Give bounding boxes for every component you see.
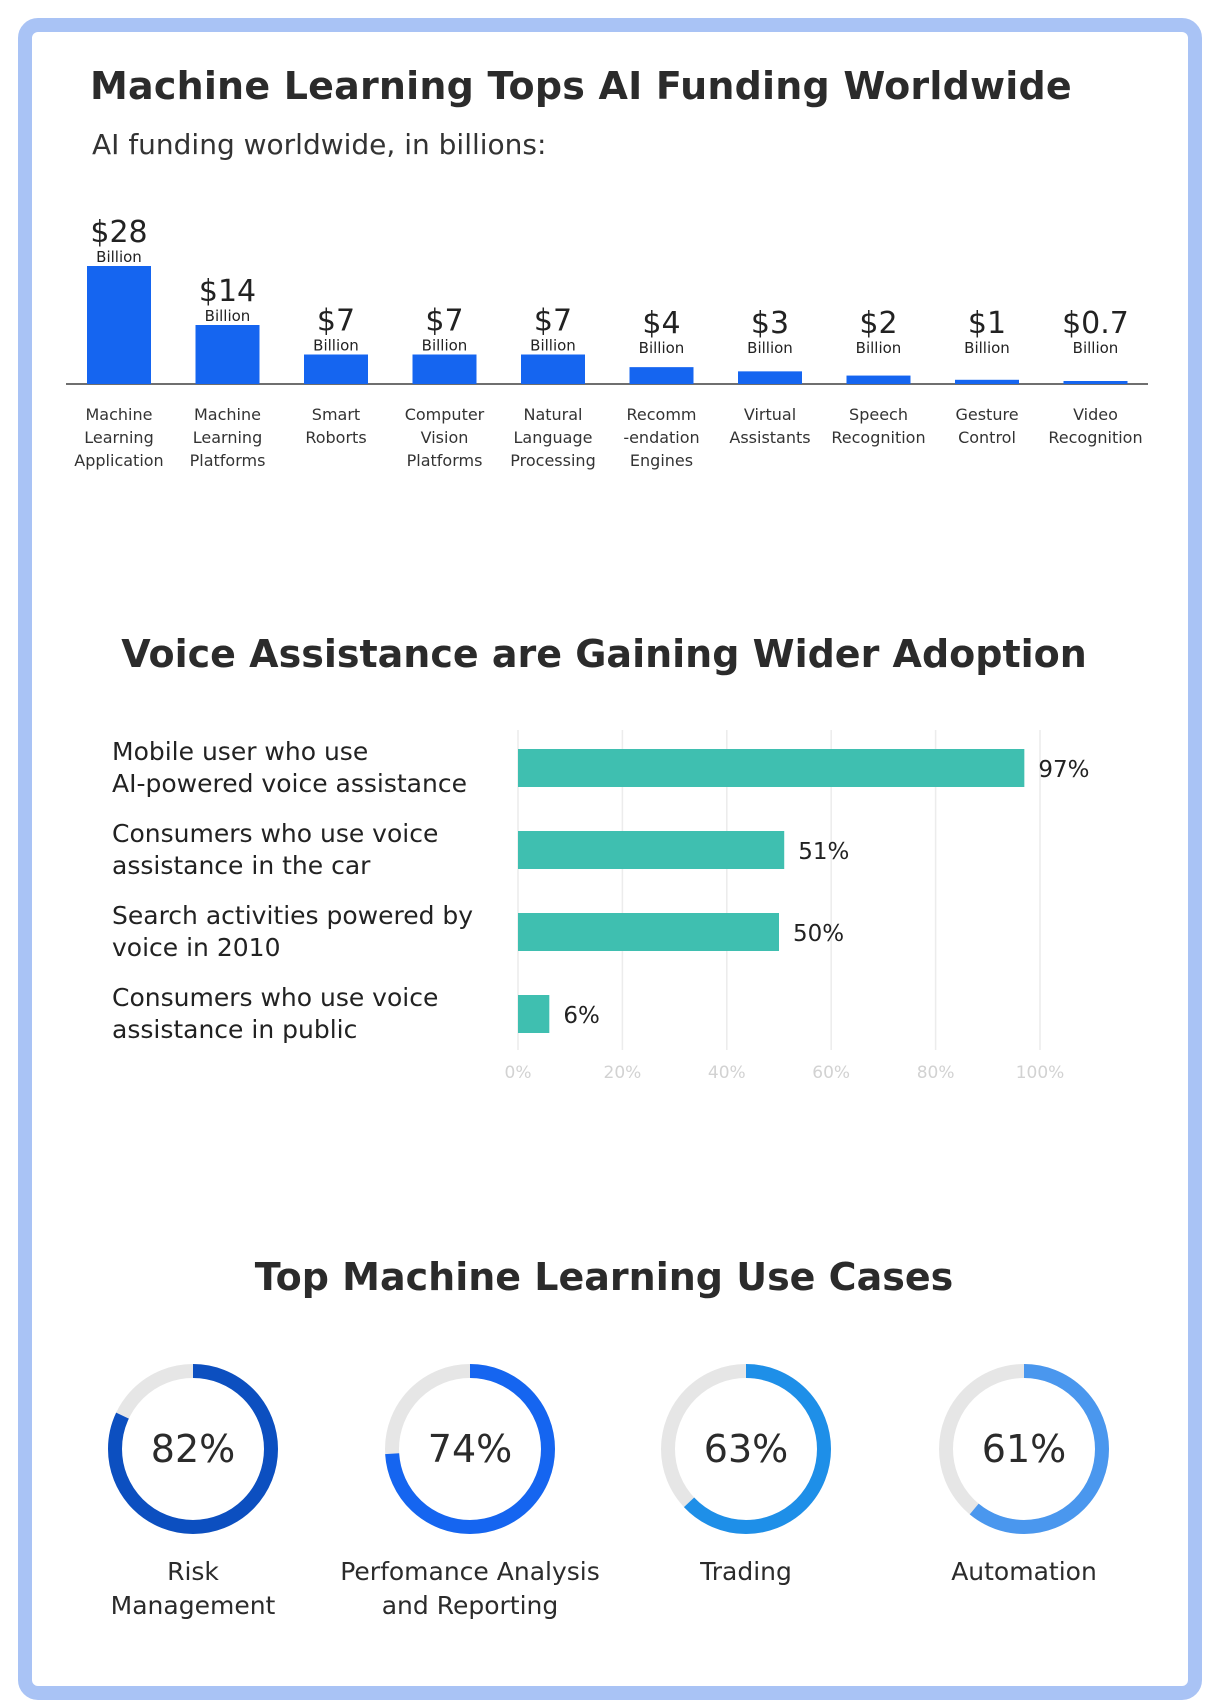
voice-value-label: 51%	[798, 839, 849, 865]
funding-bar	[846, 375, 911, 384]
funding-category-label: Assistants	[729, 428, 810, 447]
voice-category-label: assistance in public	[112, 1015, 357, 1044]
voice-bar	[518, 749, 1025, 787]
funding-value-label: $3	[751, 306, 789, 341]
funding-category-label: Machine	[194, 405, 261, 424]
use-case-donut: 63%	[661, 1364, 831, 1534]
funding-category-label: Platforms	[190, 451, 266, 470]
funding-category-label: Recognition	[1048, 428, 1142, 447]
funding-category-label: Learning	[193, 428, 262, 447]
funding-category-label: Recognition	[831, 428, 925, 447]
funding-category-label: Virtual	[744, 405, 796, 424]
voice-x-tick: 40%	[708, 1063, 746, 1083]
funding-category-label: Speech	[849, 405, 908, 424]
funding-unit-label: Billion	[856, 339, 902, 357]
voice-value-label: 6%	[563, 1003, 600, 1029]
funding-unit-label: Billion	[964, 339, 1010, 357]
funding-category-label: Application	[74, 451, 163, 470]
use-case-donut: 82%	[108, 1364, 278, 1534]
voice-chart-title: Voice Assistance are Gaining Wider Adopt…	[121, 632, 1087, 676]
voice-x-tick: 20%	[604, 1063, 642, 1083]
funding-bar	[738, 371, 802, 384]
donut-value-label: 63%	[704, 1427, 788, 1471]
voice-bar	[518, 913, 779, 951]
funding-unit-label: Billion	[747, 339, 793, 357]
use-cases-title: Top Machine Learning Use Cases	[254, 1255, 954, 1299]
funding-unit-label: Billion	[422, 337, 468, 355]
funding-bar	[412, 354, 477, 384]
funding-bar	[304, 354, 368, 384]
funding-category-label: Engines	[630, 451, 693, 470]
voice-bar	[518, 995, 550, 1033]
voice-category-label: voice in 2010	[112, 933, 280, 962]
voice-category-label: assistance in the car	[112, 851, 371, 880]
funding-value-label: $4	[642, 306, 680, 341]
donut-value-label: 74%	[428, 1427, 512, 1471]
funding-category-label: Roborts	[305, 428, 366, 447]
funding-bar	[629, 367, 694, 384]
funding-value-label: $28	[90, 215, 147, 250]
voice-x-tick: 100%	[1016, 1063, 1065, 1083]
use-case-donut: 74%	[385, 1364, 555, 1534]
donut-arc	[385, 1364, 555, 1534]
donut-category-label: Perfomance Analysis and Reporting	[340, 1557, 600, 1620]
donut-arc	[661, 1364, 831, 1534]
voice-category-label: Search activities powered by	[112, 901, 473, 930]
voice-x-tick: 0%	[505, 1063, 532, 1083]
funding-category-label: Platforms	[407, 451, 483, 470]
voice-adoption-chart: 0% 20% 40% 60% 80% 100% 97% Mobile user who use…	[112, 730, 1089, 1083]
funding-unit-label: Billion	[639, 339, 685, 357]
funding-chart-title: Machine Learning Tops AI Funding Worldwi…	[90, 64, 1072, 108]
voice-category-label: AI-powered voice assistance	[112, 769, 467, 798]
donut-category-label: Automation	[951, 1557, 1097, 1586]
funding-unit-label: Billion	[96, 248, 142, 266]
funding-value-label: $0.7	[1062, 306, 1129, 341]
funding-category-label: Smart	[312, 405, 360, 424]
funding-bar-chart: $28BillionMachineLearningApplication$14B…	[66, 215, 1148, 470]
funding-bar	[521, 354, 585, 384]
funding-bar	[87, 266, 151, 384]
funding-unit-label: Billion	[205, 307, 251, 325]
donut-category-label: Risk Management	[110, 1557, 276, 1620]
voice-category-label: Mobile user who use	[112, 737, 368, 766]
funding-value-label: $7	[534, 304, 572, 339]
funding-category-label: Vision	[421, 428, 469, 447]
funding-bar	[1063, 381, 1128, 384]
donut-arc	[108, 1364, 278, 1534]
funding-unit-label: Billion	[530, 337, 576, 355]
funding-category-label: Gesture	[955, 405, 1018, 424]
funding-category-label: Machine	[86, 405, 153, 424]
voice-value-label: 97%	[1038, 757, 1089, 783]
funding-value-label: $1	[968, 306, 1006, 341]
voice-bar	[518, 831, 785, 869]
donut-category-label: Trading	[700, 1557, 792, 1586]
use-case-donut: 61%	[939, 1364, 1109, 1534]
funding-value-label: $7	[317, 304, 355, 339]
funding-category-label: Learning	[84, 428, 153, 447]
funding-category-label: Video	[1073, 405, 1118, 424]
voice-category-label: Consumers who use voice	[112, 983, 438, 1012]
funding-bar	[195, 325, 260, 384]
funding-category-label: Recomm	[627, 405, 697, 424]
funding-category-label: Processing	[510, 451, 595, 470]
funding-chart-subtitle: AI funding worldwide, in billions:	[92, 128, 547, 161]
funding-category-label: Natural	[523, 405, 582, 424]
voice-value-label: 50%	[793, 921, 844, 947]
voice-x-tick: 80%	[917, 1063, 955, 1083]
funding-category-label: -endation	[623, 428, 699, 447]
funding-value-label: $14	[199, 274, 256, 309]
voice-x-tick: 60%	[812, 1063, 850, 1083]
funding-category-label: Computer	[405, 405, 485, 424]
funding-value-label: $2	[859, 306, 897, 341]
voice-category-label: Consumers who use voice	[112, 819, 438, 848]
funding-bar	[955, 379, 1019, 384]
donut-value-label: 82%	[151, 1427, 235, 1471]
funding-category-label: Language	[514, 428, 593, 447]
funding-value-label: $7	[425, 304, 463, 339]
funding-unit-label: Billion	[1073, 339, 1119, 357]
donut-value-label: 61%	[982, 1427, 1066, 1471]
funding-category-label: Control	[958, 428, 1016, 447]
donut-arc	[939, 1364, 1109, 1534]
funding-unit-label: Billion	[313, 337, 359, 355]
